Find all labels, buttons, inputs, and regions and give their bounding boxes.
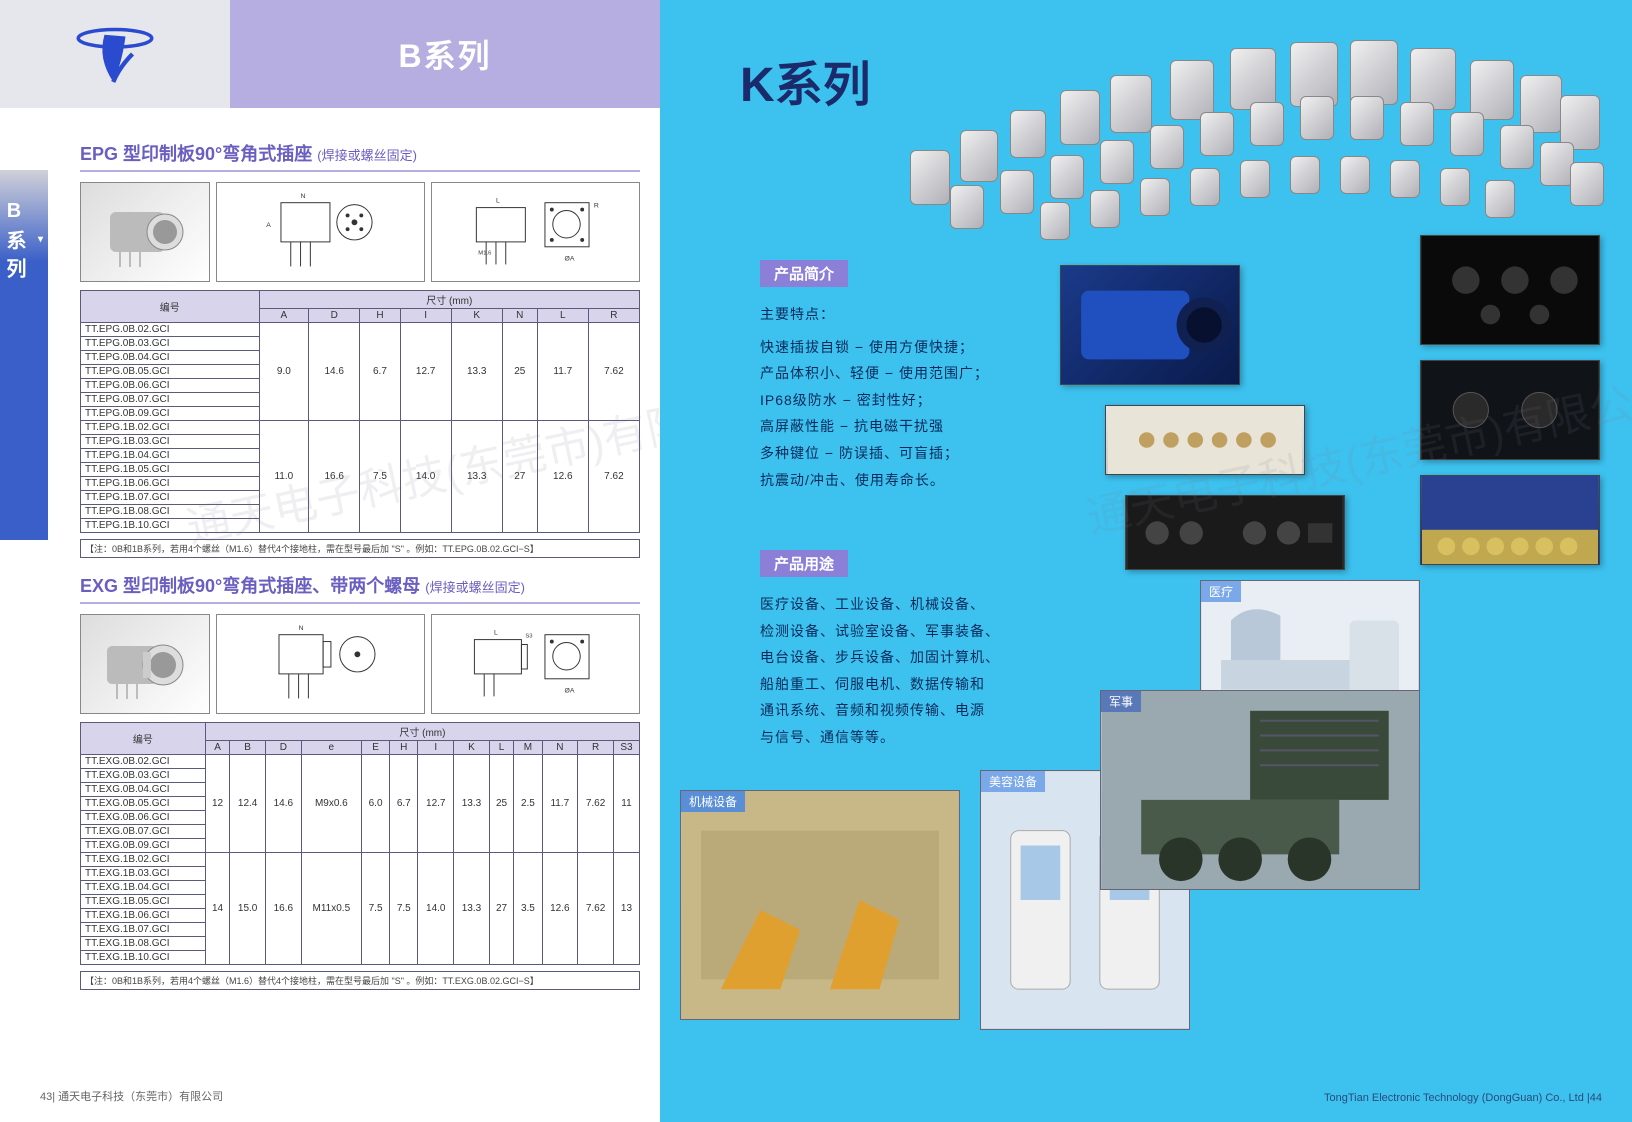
section1-title: EPG 型印制板90°弯角式插座 (焊接或螺丝固定): [80, 140, 640, 172]
svg-text:L: L: [494, 630, 498, 637]
technical-drawing-2: L M1.6 R ØA: [431, 182, 640, 282]
connector-icon: [1100, 140, 1134, 184]
product-img-panel-2: [1125, 495, 1345, 570]
svg-text:ØA: ØA: [565, 255, 575, 262]
section1-figures: NA LM1.6RØA: [80, 182, 640, 282]
svg-text:A: A: [267, 222, 272, 229]
page-footer-right: TongTian Electronic Technology (DongGuan…: [1324, 1092, 1602, 1104]
connector-icon: [1450, 112, 1484, 156]
connector-icon: [1300, 96, 1334, 140]
connector-icon: [1110, 75, 1152, 133]
connector-icon: [1470, 60, 1514, 120]
technical-drawing-1: N: [216, 614, 425, 714]
connector-icon: [1050, 155, 1084, 199]
connector-icon: [950, 185, 984, 229]
connector-icon: [1140, 178, 1170, 216]
use-label: 产品用途: [760, 550, 848, 577]
product-photo: [80, 614, 210, 714]
section2-figures: N L S3 ØA: [80, 614, 640, 714]
page-footer-left: 43| 通天电子科技（东莞市）有限公司: [40, 1088, 223, 1104]
section1-table: 编号尺寸 (mm)ADHIKNLRTT.EPG.0B.02.GCI9.014.6…: [80, 290, 640, 533]
connector-icon: [1060, 90, 1100, 145]
technical-drawing-2: L S3 ØA: [431, 614, 640, 714]
product-img-panel-3: [1420, 235, 1600, 345]
connector-icon: [910, 150, 950, 205]
logo-box: [0, 0, 230, 108]
connector-icon: [1485, 180, 1515, 218]
connector-icon: [1500, 125, 1534, 169]
connector-icon: [1150, 125, 1184, 169]
application-images: 机械设备 美容设备 医疗 军事: [720, 770, 1600, 1050]
series-title: B系列: [398, 31, 491, 77]
connector-icon: [1570, 162, 1604, 206]
product-photo: [80, 182, 210, 282]
connector-icon: [1290, 156, 1320, 194]
side-tab: 通天 ▾ ▾ ▾ B系列: [0, 170, 48, 540]
app-img-military: 军事: [1100, 690, 1420, 890]
connector-collage: [890, 30, 1610, 240]
connector-icon: [1390, 160, 1420, 198]
chevron-down-icon: ▾: [67, 234, 77, 253]
app-img-machinery: 机械设备: [680, 790, 960, 1020]
connector-icon: [1410, 48, 1456, 110]
connector-icon: [960, 130, 998, 182]
use-text: 医疗设备、工业设备、机械设备、检测设备、试验室设备、军事装备、电台设备、步兵设备…: [760, 591, 1120, 751]
series-title-box: B系列: [230, 0, 660, 108]
product-img-panel-5: [1420, 475, 1600, 565]
connector-icon: [1040, 202, 1070, 240]
connector-icon: [1400, 102, 1434, 146]
left-page: B系列 通天 ▾ ▾ ▾ B系列 EPG 型印制板90°弯角式插座 (焊接或螺丝…: [0, 0, 660, 1122]
connector-icon: [1000, 170, 1034, 214]
svg-text:M1.6: M1.6: [479, 251, 492, 257]
connector-icon: [1190, 168, 1220, 206]
connector-icon: [1340, 156, 1370, 194]
connector-icon: [1170, 60, 1214, 120]
connector-icon: [1440, 168, 1470, 206]
connector-icon: [1240, 160, 1270, 198]
product-img-panel-1: [1105, 405, 1305, 475]
chevron-down-icon: ▾: [35, 234, 45, 253]
right-page: K系列 产品简介 主要特点： 快速插拔自锁 − 使用方便快捷；产品体积小、轻便 …: [660, 0, 1632, 1122]
svg-text:L: L: [496, 198, 500, 205]
technical-drawing-1: NA: [216, 182, 425, 282]
connector-icon: [1200, 112, 1234, 156]
svg-text:N: N: [301, 193, 306, 200]
section2-title: EXG 型印制板90°弯角式插座、带两个螺母 (焊接或螺丝固定): [80, 572, 640, 604]
product-img-camera: [1060, 265, 1240, 385]
svg-text:ØA: ØA: [565, 687, 575, 694]
section2-table: 编号尺寸 (mm)ABDeEHIKLMNRS3TT.EXG.0B.02.GCI1…: [80, 722, 640, 965]
svg-text:S3: S3: [526, 634, 533, 640]
product-img-panel-4: [1420, 360, 1600, 460]
top-bar: B系列: [0, 0, 660, 108]
company-logo-icon: [70, 19, 160, 89]
section1-note: 【注：0B和1B系列，若用4个螺丝（M1.6）替代4个接地柱，需在型号最后加 "…: [80, 539, 640, 558]
k-series-title: K系列: [740, 45, 871, 115]
connector-icon: [1540, 142, 1574, 186]
svg-text:N: N: [299, 625, 304, 632]
connector-icon: [1250, 102, 1284, 146]
connector-icon: [1090, 190, 1120, 228]
connector-icon: [1010, 110, 1046, 158]
use-block: 产品用途 医疗设备、工业设备、机械设备、检测设备、试验室设备、军事装备、电台设备…: [760, 550, 1120, 751]
intro-label: 产品简介: [760, 260, 848, 287]
chevron-down-icon: ▾: [51, 234, 61, 253]
content-left: EPG 型印制板90°弯角式插座 (焊接或螺丝固定) NA LM1.6RØA 编…: [80, 140, 640, 1004]
connector-icon: [1230, 48, 1276, 110]
connector-icon: [1350, 96, 1384, 140]
svg-text:R: R: [594, 203, 599, 210]
section2-note: 【注：0B和1B系列，若用4个螺丝（M1.6）替代4个接地柱，需在型号最后加 "…: [80, 971, 640, 990]
